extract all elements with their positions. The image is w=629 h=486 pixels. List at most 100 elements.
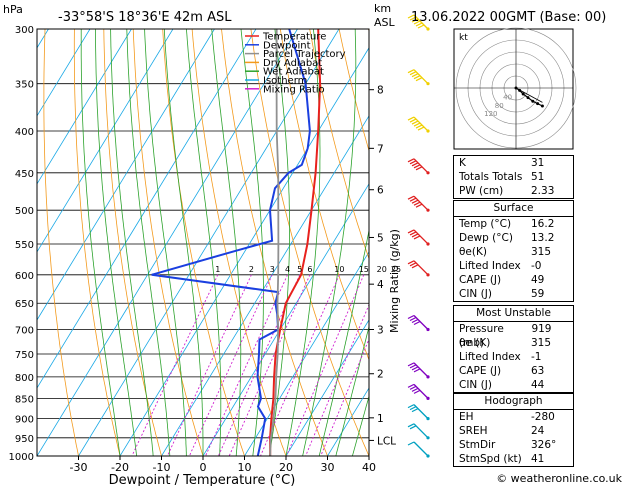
wet-adiabat bbox=[80, 29, 121, 456]
index-row: K 31 bbox=[459, 157, 545, 169]
hodograph-title: Hodograph bbox=[454, 394, 573, 410]
surface-row: Temp (°C) 16.2 bbox=[459, 218, 555, 230]
isotherm bbox=[119, 47, 369, 456]
pressure-tick-label: 400 bbox=[15, 127, 34, 138]
hodograph-point bbox=[540, 104, 544, 108]
pressure-tick-label: 1000 bbox=[9, 452, 34, 463]
km-tick-label: 7 bbox=[377, 143, 384, 155]
mixing-ratio-line bbox=[205, 274, 288, 456]
legend-entry: Parcel Trajectory bbox=[263, 49, 346, 60]
dry-adiabat bbox=[162, 29, 245, 456]
hodograph-ring-label: 40 bbox=[503, 93, 512, 101]
wind-barb bbox=[407, 69, 430, 86]
asl-unit: ASL bbox=[374, 16, 396, 29]
temperature-tick-label: -30 bbox=[70, 461, 88, 474]
pressure-tick-label: 950 bbox=[15, 434, 34, 445]
surface-row: CIN (J) 59 bbox=[459, 288, 545, 300]
legend-entry: Dewpoint bbox=[263, 40, 311, 51]
hodograph-point bbox=[518, 88, 522, 92]
index-row: PW (cm) 2.33 bbox=[459, 185, 555, 197]
hodograph-point bbox=[514, 86, 518, 90]
temperature-tick-label: 20 bbox=[279, 461, 293, 474]
wind-barb bbox=[407, 441, 430, 458]
isotherm bbox=[202, 183, 369, 456]
hodograph-ring-label: 120 bbox=[484, 110, 497, 118]
dry-adiabat bbox=[574, 29, 629, 456]
pressure-tick-label: 850 bbox=[15, 394, 34, 405]
pressure-tick-label: 450 bbox=[15, 169, 34, 180]
temperature-tick-label: -20 bbox=[111, 461, 129, 474]
dry-adiabat bbox=[43, 29, 79, 456]
km-tick-label: 3 bbox=[377, 325, 384, 337]
hodograph-row: StmDir 326° bbox=[459, 439, 557, 451]
temperature-tick-label: -10 bbox=[153, 461, 171, 474]
hodograph-point bbox=[526, 96, 530, 100]
isotherm bbox=[285, 319, 369, 456]
pressure-tick-label: 600 bbox=[15, 271, 34, 282]
pressure-tick-label: 300 bbox=[15, 25, 34, 36]
mixing-ratio-line bbox=[217, 274, 301, 456]
most-unstable-title: Most Unstable bbox=[454, 306, 573, 322]
wet-adiabat bbox=[186, 29, 222, 456]
hodograph-ring-label: 80 bbox=[495, 102, 504, 110]
dry-adiabat bbox=[250, 29, 369, 456]
x-axis-label: Dewpoint / Temperature (°C) bbox=[109, 473, 296, 486]
hodograph-point bbox=[536, 102, 540, 106]
dry-adiabat bbox=[604, 29, 629, 456]
dry-adiabat bbox=[279, 29, 369, 361]
most-unstable-table: Most Unstable Pressure (mb) 919 θe (K) 315… bbox=[453, 305, 574, 393]
surface-table: Surface Temp (°C) 16.2 Dewp (°C) 13.2 θe(K… bbox=[453, 200, 574, 302]
dry-adiabat bbox=[103, 29, 162, 456]
isotherm bbox=[37, 29, 174, 253]
hodograph-row: EH -280 bbox=[459, 411, 555, 423]
wet-adiabat bbox=[269, 29, 290, 456]
hodograph-frame bbox=[453, 28, 574, 150]
legend-entry: Temperature bbox=[262, 32, 326, 43]
isotherm bbox=[244, 251, 369, 456]
pressure-tick-label: 900 bbox=[15, 415, 34, 426]
wind-barb bbox=[407, 404, 430, 421]
wind-barb bbox=[407, 383, 430, 400]
wind-barb bbox=[407, 423, 430, 440]
most-unstable-row: CIN (J) 44 bbox=[459, 379, 545, 391]
pressure-tick-label: 700 bbox=[15, 326, 34, 337]
series-temperature bbox=[269, 29, 322, 456]
wet-adiabat bbox=[240, 29, 264, 456]
wind-barb bbox=[407, 14, 430, 31]
pressure-tick-label: 500 bbox=[15, 206, 34, 217]
mixing-ratio-tick-label: 15 bbox=[359, 265, 369, 274]
mixing-ratio-line bbox=[320, 338, 369, 456]
isotherm bbox=[0, 29, 7, 456]
hodograph-row: StmSpd (kt) 41 bbox=[459, 453, 545, 465]
wet-adiabat bbox=[211, 29, 242, 456]
mixing-ratio-line bbox=[305, 303, 369, 456]
surface-row: θe(K) 315 bbox=[459, 246, 552, 258]
km-tick-label: 8 bbox=[377, 85, 384, 97]
legend-entry: Wet Adiabat bbox=[263, 67, 324, 78]
mixing-ratio-tick-label: 10 bbox=[334, 265, 344, 274]
temperature-tick-label: 40 bbox=[362, 461, 376, 474]
mixing-ratio-tick-label: 1 bbox=[215, 265, 220, 274]
km-unit: km bbox=[374, 2, 391, 15]
temperature-tick-label: 0 bbox=[200, 461, 207, 474]
temperature-tick-label: 10 bbox=[238, 461, 252, 474]
indices-table: K 31 Totals Totals 51 PW (cm) 2.33 bbox=[453, 155, 574, 199]
wet-adiabat bbox=[163, 29, 204, 456]
isotherm bbox=[37, 29, 298, 456]
km-tick-label: 4 bbox=[377, 279, 384, 291]
most-unstable-row: Pressure (mb) 919 bbox=[459, 323, 552, 349]
wet-adiabat bbox=[318, 228, 369, 456]
legend-entry: Mixing Ratio bbox=[263, 84, 325, 95]
surface-row: CAPE (J) 49 bbox=[459, 274, 545, 286]
pressure-tick-label: 800 bbox=[15, 373, 34, 384]
wind-barb bbox=[407, 195, 430, 212]
dry-adiabat bbox=[309, 29, 369, 260]
mixing-ratio-axis-label: Mixing Ratio (g/kg) bbox=[388, 229, 401, 333]
dry-adiabat bbox=[191, 29, 287, 456]
pressure-tick-label: 550 bbox=[15, 240, 34, 251]
wind-barb bbox=[407, 260, 430, 277]
km-tick-label: 6 bbox=[377, 185, 384, 197]
isotherm bbox=[78, 29, 340, 456]
pressure-tick-label: 350 bbox=[15, 80, 34, 91]
